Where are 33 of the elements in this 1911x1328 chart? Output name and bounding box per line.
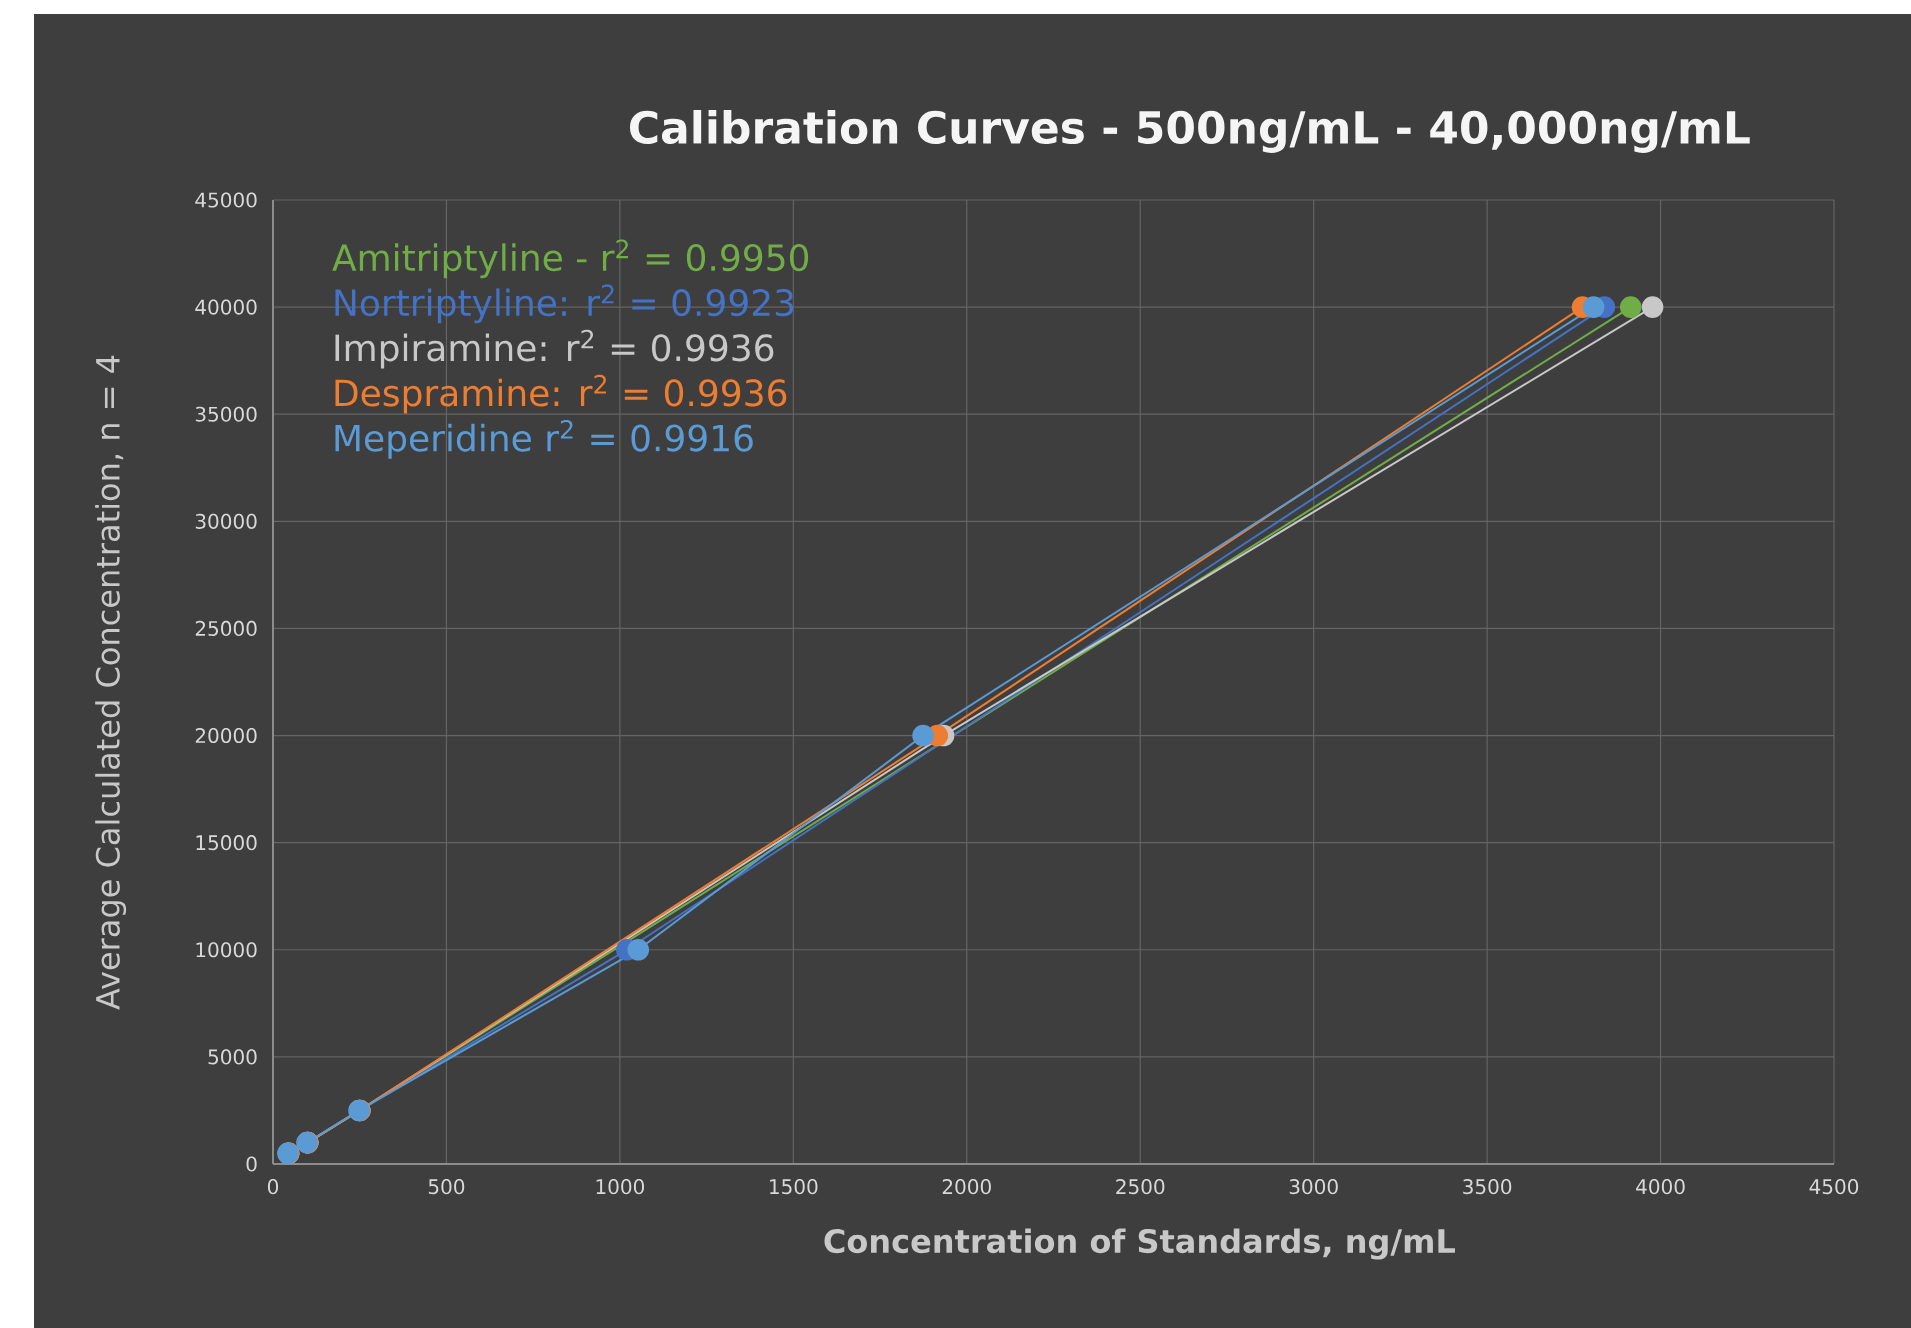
text: Amitriptyline - r$^{2}$ = 0.9950 [332,239,809,279]
y-tick-label: 15000 [196,835,257,851]
point [627,938,650,961]
x-axis-title: Concentration of Standards, ng/mL [824,1228,1455,1260]
y-tick-label: 0 [246,1156,257,1172]
text: Impiramine: r$^{2}$ = 0.9936 [335,329,774,369]
y-tick-label: 45000 [195,192,257,208]
x-tick-label: 3500 [1463,1179,1512,1195]
y-tick-label: 25000 [195,620,257,636]
point [912,724,934,747]
chart-title: Calibration Curves - 500ng/mL - 40,000ng/mL [630,109,1750,153]
y-tick-label: 30000 [195,513,257,529]
y-tick-label: 40000 [195,299,257,315]
y-axis-title: Average Calculated Concentration, n = 4 [95,355,127,1010]
y-tick-label: 20000 [195,727,257,744]
x-tick-label: 1500 [770,1179,818,1195]
y-tick-label: 35000 [195,406,257,422]
x-tick-label: 2500 [1116,1179,1165,1195]
text: Despramine: r$^{2}$ = 0.9936 [335,374,787,414]
x-tick-label: 3000 [1289,1179,1338,1195]
x-tick-label: 500 [428,1179,465,1195]
text: Meperidine r$^{2}$ = 0.9916 [335,419,753,459]
text: Nortriptyline: r$^{2}$ = 0.9923 [335,284,794,324]
x-tick-label: 4000 [1636,1179,1685,1195]
y-tick-label: 10000 [196,942,257,958]
x-tick-label: 2000 [942,1179,991,1195]
x-tick-label: 0 [267,1179,279,1195]
point [1641,296,1664,318]
point [1619,296,1642,318]
x-tick-label: 4500 [1809,1179,1859,1195]
point [1582,296,1605,318]
x-tick-label: 1000 [596,1179,645,1195]
y-tick-label: 5000 [208,1049,257,1065]
